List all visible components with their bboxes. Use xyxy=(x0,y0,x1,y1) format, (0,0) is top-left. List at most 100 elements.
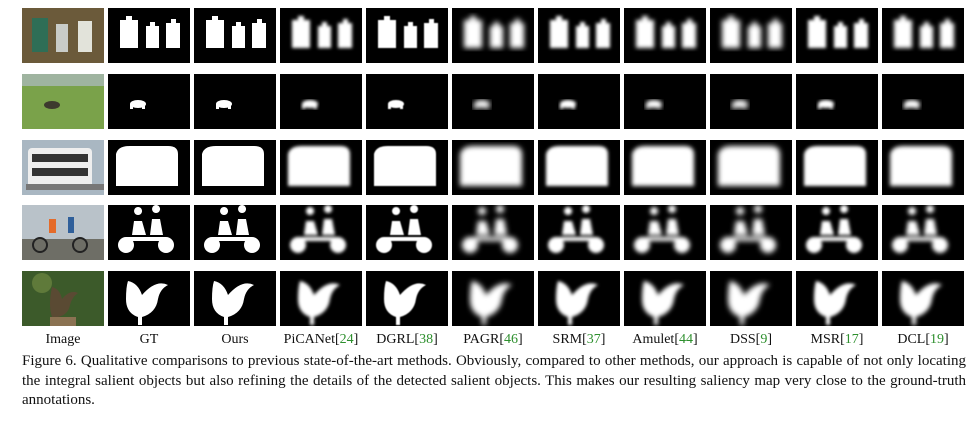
cell-bottles-image xyxy=(22,8,104,63)
cell-bus-image xyxy=(22,140,104,195)
citation-link[interactable]: 9 xyxy=(760,332,768,347)
cell-bus-dss xyxy=(710,140,792,195)
citation-bracket: ] xyxy=(944,332,949,347)
column-label-pagr: PAGR[46] xyxy=(447,332,539,348)
cell-bus-pagr xyxy=(452,140,534,195)
cell-grass-animal-amulet xyxy=(624,74,706,129)
cell-grass-animal-dss xyxy=(710,74,792,129)
column-label-gt: GT xyxy=(103,332,195,348)
method-name: Ours xyxy=(221,332,249,347)
method-name: MSR xyxy=(810,332,841,347)
cell-bird-pagr xyxy=(452,271,534,326)
column-label-ours: Ours xyxy=(189,332,281,348)
citation-bracket: ] xyxy=(858,332,864,347)
cell-grass-animal-dgrl xyxy=(366,74,448,129)
method-name: PAGR xyxy=(463,332,500,347)
cell-grass-animal-picanet xyxy=(280,74,362,129)
cell-grass-animal-srm xyxy=(538,74,620,129)
citation-bracket: [ xyxy=(755,332,761,347)
citation-link[interactable]: 44 xyxy=(679,332,693,347)
citation-bracket: [ xyxy=(414,332,420,347)
cell-bus-amulet xyxy=(624,140,706,195)
cell-tandem-bicycle-amulet xyxy=(624,205,706,260)
method-name: DCL xyxy=(897,332,926,347)
cell-bird-dcl xyxy=(882,271,964,326)
cell-bus-gt xyxy=(108,140,190,195)
cell-bottles-dss xyxy=(710,8,792,63)
method-name: PiCANet xyxy=(283,332,335,347)
cell-bird-gt xyxy=(108,271,190,326)
cell-tandem-bicycle-srm xyxy=(538,205,620,260)
citation-bracket: ] xyxy=(433,332,438,347)
cell-tandem-bicycle-pagr xyxy=(452,205,534,260)
cell-tandem-bicycle-image xyxy=(22,205,104,260)
cell-grass-animal-msr xyxy=(796,74,878,129)
cell-bird-srm xyxy=(538,271,620,326)
method-name: GT xyxy=(139,332,159,347)
cell-bus-picanet xyxy=(280,140,362,195)
citation-link[interactable]: 19 xyxy=(930,332,944,347)
cell-grass-animal-image xyxy=(22,74,104,129)
cell-grass-animal-gt xyxy=(108,74,190,129)
citation-bracket: ] xyxy=(518,332,523,347)
cell-bird-picanet xyxy=(280,271,362,326)
citation-link[interactable]: 46 xyxy=(504,332,519,347)
cell-bottles-dgrl xyxy=(366,8,448,63)
cell-bottles-msr xyxy=(796,8,878,63)
cell-tandem-bicycle-gt xyxy=(108,205,190,260)
method-name: Amulet xyxy=(632,332,675,347)
method-name: DSS xyxy=(729,332,756,347)
cell-bird-msr xyxy=(796,271,878,326)
column-label-picanet: PiCANet[24] xyxy=(275,332,367,348)
column-label-msr: MSR[17] xyxy=(791,332,883,348)
cell-tandem-bicycle-dss xyxy=(710,205,792,260)
citation-link[interactable]: 17 xyxy=(844,332,859,347)
cell-bottles-dcl xyxy=(882,8,964,63)
cell-bottles-ours xyxy=(194,8,276,63)
cell-bus-srm xyxy=(538,140,620,195)
cell-bus-dgrl xyxy=(366,140,448,195)
cell-tandem-bicycle-dgrl xyxy=(366,205,448,260)
citation-bracket: [ xyxy=(925,332,930,347)
cell-tandem-bicycle-picanet xyxy=(280,205,362,260)
citation-bracket: ] xyxy=(693,332,698,347)
column-label-dgrl: DGRL[38] xyxy=(361,332,453,348)
citation-bracket: ] xyxy=(353,332,359,347)
cell-bottles-picanet xyxy=(280,8,362,63)
figure-caption: Figure 6. Qualitative comparisons to pre… xyxy=(22,353,966,408)
cell-tandem-bicycle-msr xyxy=(796,205,878,260)
method-name: SRM xyxy=(552,332,583,347)
cell-bottles-gt xyxy=(108,8,190,63)
citation-bracket: ] xyxy=(767,332,773,347)
method-name: DGRL xyxy=(376,332,415,347)
method-name: Image xyxy=(45,332,81,347)
cell-bird-ours xyxy=(194,271,276,326)
cell-bird-image xyxy=(22,271,104,326)
column-label-srm: SRM[37] xyxy=(533,332,625,348)
column-label-image: Image xyxy=(17,332,109,348)
column-label-dcl: DCL[19] xyxy=(877,332,968,348)
cell-bottles-srm xyxy=(538,8,620,63)
cell-grass-animal-ours xyxy=(194,74,276,129)
cell-bottles-amulet xyxy=(624,8,706,63)
cell-bird-dgrl xyxy=(366,271,448,326)
citation-link[interactable]: 24 xyxy=(339,332,354,347)
cell-tandem-bicycle-dcl xyxy=(882,205,964,260)
cell-tandem-bicycle-ours xyxy=(194,205,276,260)
cell-bird-amulet xyxy=(624,271,706,326)
cell-bus-msr xyxy=(796,140,878,195)
column-label-amulet: Amulet[44] xyxy=(619,332,711,348)
citation-link[interactable]: 38 xyxy=(419,332,434,347)
citation-bracket: [ xyxy=(674,332,679,347)
cell-bus-ours xyxy=(194,140,276,195)
cell-bus-dcl xyxy=(882,140,964,195)
citation-bracket: ] xyxy=(600,332,606,347)
cell-bottles-pagr xyxy=(452,8,534,63)
column-label-dss: DSS[9] xyxy=(705,332,797,348)
citation-link[interactable]: 37 xyxy=(586,332,601,347)
citation-bracket: [ xyxy=(582,332,587,347)
citation-bracket: [ xyxy=(499,332,505,347)
cell-grass-animal-dcl xyxy=(882,74,964,129)
cell-bird-dss xyxy=(710,271,792,326)
